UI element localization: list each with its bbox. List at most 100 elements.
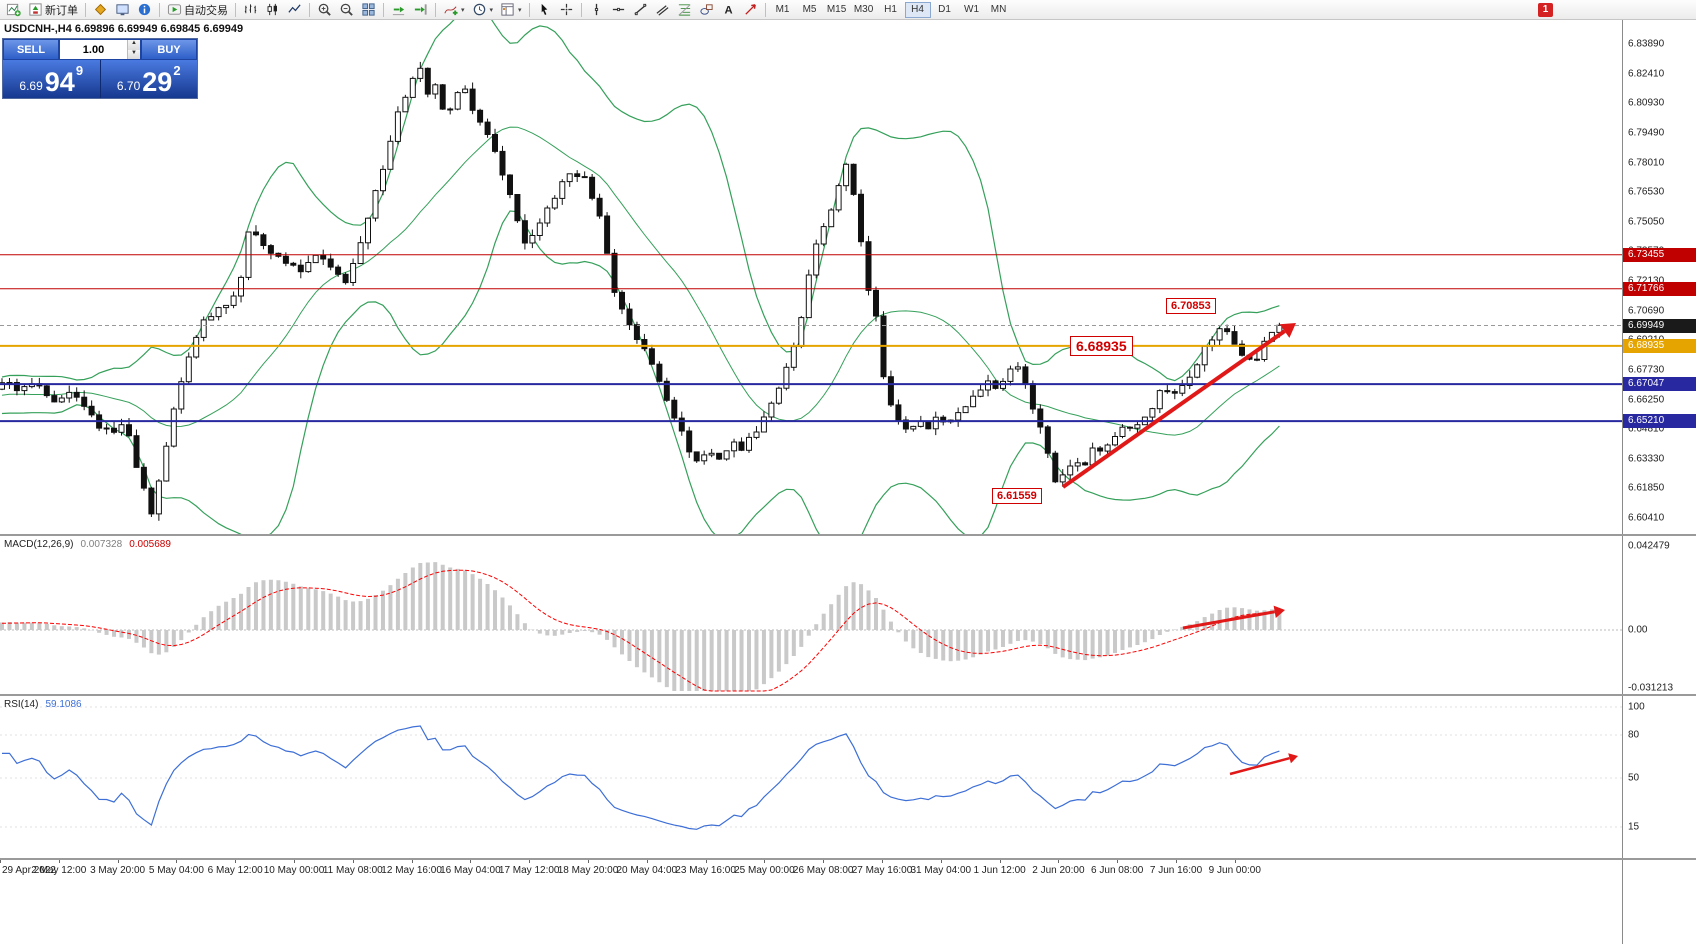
tile-windows-button[interactable] (358, 1, 379, 19)
channel-button[interactable] (652, 1, 673, 19)
timeframe-H1-button[interactable]: H1 (878, 2, 904, 18)
price-axis-label: 6.66250 (1628, 394, 1665, 405)
time-axis-tick (529, 860, 531, 863)
trade-controls-row: SELL ▲ ▼ BUY (3, 39, 197, 60)
buy-price-big-digits: 29 (142, 67, 173, 97)
line-chart-button[interactable] (284, 1, 305, 19)
new-order-button[interactable]: 新订单 (25, 1, 81, 19)
rsi-canvas[interactable] (0, 696, 1622, 858)
panel-separator[interactable] (0, 858, 1696, 860)
zoom-in-button[interactable] (314, 1, 335, 19)
macd-histogram (0, 562, 1282, 691)
horizontal-line-button[interactable] (608, 1, 629, 19)
panel-separator[interactable] (0, 694, 1696, 696)
volume-increase-button[interactable]: ▲ (127, 40, 140, 50)
price-axis-label: 6.67730 (1628, 364, 1665, 376)
time-axis-tick (176, 860, 178, 863)
timeframe-M1-button[interactable]: M1 (770, 2, 796, 18)
price-axis-badge: 6.68935 (1623, 338, 1696, 353)
time-axis[interactable]: 29 Apr 2022 2 May 12:00 3 May 20:00 5 May 0… (0, 860, 1622, 884)
arrow-object-icon (743, 2, 758, 17)
timeframe-W1-button[interactable]: W1 (959, 2, 985, 18)
arrow-object-button[interactable] (740, 1, 761, 19)
buy-price-prefix: 6.70 (116, 79, 141, 93)
candle-chart-button[interactable] (262, 1, 283, 19)
price-annotation[interactable]: 6.61559 (992, 488, 1042, 504)
time-axis-label: 2 May 12:00 (31, 865, 87, 876)
chart-window: USDCNH-,H4 6.69896 6.69949 6.69845 6.699… (0, 20, 1696, 944)
chart-shift-button[interactable] (410, 1, 431, 19)
timeframe-M30-button[interactable]: M30 (851, 2, 877, 18)
notification-badge[interactable]: 1 (1538, 3, 1553, 17)
indicators-button[interactable]: ▾ (440, 1, 468, 19)
vertical-line-icon (589, 2, 604, 17)
profiles-button[interactable] (112, 1, 133, 19)
timeframe-MN-button[interactable]: MN (986, 2, 1012, 18)
time-axis-label: 26 May 08:00 (792, 865, 854, 876)
bollinger-upper-band (1, 20, 1280, 382)
fibonacci-button[interactable] (674, 1, 695, 19)
timeframe-D1-button[interactable]: D1 (932, 2, 958, 18)
rsi-axis[interactable]: 100 80 50 15 (1623, 696, 1696, 858)
bar-chart-button[interactable] (240, 1, 261, 19)
time-axis-tick (1234, 860, 1236, 863)
buy-price[interactable]: 6.70 29 2 (101, 60, 198, 98)
price-axis-label: 6.76530 (1628, 186, 1665, 198)
volume-stepper[interactable]: ▲ ▼ (59, 39, 141, 60)
toolbar-separator (383, 2, 384, 17)
time-axis-label: 10 May 00:00 (263, 865, 325, 876)
sell-price-prefix: 6.69 (19, 79, 43, 93)
horizontal-line-icon (611, 2, 626, 17)
macd-canvas[interactable] (0, 536, 1622, 694)
panel-separator[interactable] (0, 534, 1696, 536)
buy-button[interactable]: BUY (141, 39, 197, 60)
rsi-name: RSI(14) (4, 699, 39, 710)
time-axis-tick (470, 860, 472, 863)
trend-arrow[interactable] (1182, 610, 1275, 630)
trendline-button[interactable] (630, 1, 651, 19)
sell-button[interactable]: SELL (3, 39, 59, 60)
sell-price[interactable]: 6.69 94 9 (3, 60, 101, 98)
dropdown-caret-icon: ▾ (518, 6, 522, 14)
price-axis[interactable]: 6.83890 6.82410 6.80930 6.79490 6.78010 6.765… (1623, 20, 1696, 534)
mql-button[interactable] (90, 1, 111, 19)
vertical-line-button[interactable] (586, 1, 607, 19)
macd-axis[interactable]: 0.042479 0.00 -0.031213 (1623, 536, 1696, 694)
time-axis-tick (764, 860, 766, 863)
zoom-out-button[interactable] (336, 1, 357, 19)
cursor-button[interactable] (534, 1, 555, 19)
time-axis-label: 31 May 04:00 (910, 865, 972, 876)
candlesticks (0, 61, 1283, 521)
sell-price-pip-digit: 9 (75, 63, 84, 78)
price-axis-badge: 6.65210 (1623, 414, 1696, 429)
auto-scroll-button[interactable] (388, 1, 409, 19)
new-chart-button[interactable] (3, 1, 24, 19)
time-axis-label: 6 Jun 08:00 (1091, 865, 1144, 876)
main-chart-canvas[interactable] (0, 20, 1622, 534)
price-axis-label: 6.83890 (1628, 38, 1665, 50)
toolbar-separator (85, 2, 86, 17)
price-axis-label: 6.79490 (1628, 127, 1665, 139)
macd-value-signal: 0.005689 (129, 539, 171, 550)
timeframe-M5-button[interactable]: M5 (797, 2, 823, 18)
price-annotation[interactable]: 6.70853 (1166, 298, 1216, 314)
volume-decrease-button[interactable]: ▼ (127, 49, 140, 59)
shapes-button[interactable] (696, 1, 717, 19)
volume-input[interactable] (60, 40, 127, 59)
trend-arrow[interactable] (1061, 329, 1286, 489)
price-annotation[interactable]: 6.68935 (1070, 336, 1133, 356)
autotrading-button[interactable]: 自动交易 (164, 1, 231, 19)
trend-arrow[interactable] (1229, 756, 1290, 776)
templates-button[interactable]: ▾ (497, 1, 525, 19)
crosshair-button[interactable] (556, 1, 577, 19)
periods-button[interactable]: ▾ (469, 1, 497, 19)
time-axis-label: 5 May 04:00 (148, 865, 204, 876)
timeframe-M15-button[interactable]: M15 (824, 2, 850, 18)
info-button[interactable] (134, 1, 155, 19)
price-axis-label: 6.80930 (1628, 97, 1665, 109)
cursor-icon (537, 2, 552, 17)
time-axis-label: 17 May 12:00 (498, 865, 560, 876)
time-axis-label: 1 Jun 12:00 (973, 865, 1026, 876)
timeframe-H4-button[interactable]: H4 (904, 1, 931, 18)
text-button[interactable] (718, 1, 739, 19)
